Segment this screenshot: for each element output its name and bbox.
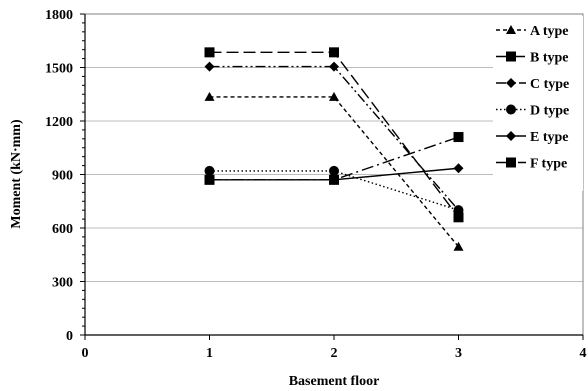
legend-label: A type [530,24,569,39]
series-line [210,52,459,217]
y-tick-label: 600 [52,222,73,237]
y-tick-label: 1200 [45,115,73,130]
x-tick-label: 3 [455,346,462,361]
data-point [329,47,339,57]
data-point [454,132,464,142]
legend-label: F type [530,157,567,172]
data-point [205,47,215,57]
y-tick-label: 0 [66,329,73,344]
x-tick-label: 2 [331,346,338,361]
x-tick-label: 0 [82,346,89,361]
x-tick-label: 4 [580,346,587,361]
series-b-type [205,47,464,222]
data-point [454,163,464,173]
data-point [205,62,215,72]
y-tick-label: 1800 [45,8,73,23]
data-point [329,175,339,185]
legend-label: C type [530,77,569,92]
data-point [205,166,215,176]
data-point [205,175,215,185]
legend: A type B type C type D type E type F type [493,16,583,191]
series-f-type [205,132,464,185]
series-c-type [205,62,464,216]
legend-label: B type [530,51,569,66]
series-group [205,47,464,250]
x-tick-label: 1 [206,346,213,361]
legend-label: E type [530,130,569,145]
y-tick-label: 300 [52,276,73,291]
legend-label: D type [530,104,569,119]
legend-marker [506,52,516,62]
data-point [329,166,339,176]
series-line [210,67,459,211]
data-point [454,205,464,215]
y-axis-title: Moment (kN·mm) [9,119,24,229]
x-axis-title: Basement floor [289,374,380,389]
y-tick-label: 1500 [45,62,73,77]
y-tick-label: 900 [52,169,73,184]
data-point [454,242,464,251]
legend-marker [506,105,516,115]
legend-marker [506,158,516,168]
